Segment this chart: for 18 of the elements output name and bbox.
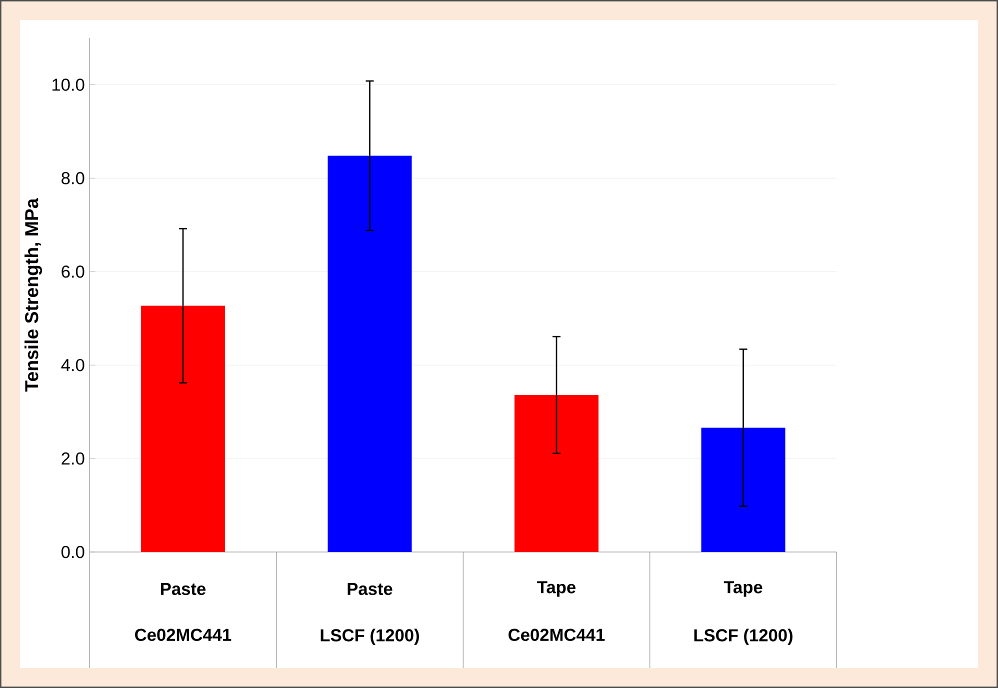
x-tick-label: Ce02MC441 [508,628,605,641]
x-tick-label: LSCF (1200) [694,628,792,645]
y-tick-label: 4.0 [61,358,84,372]
bar [328,156,412,552]
y-tick-label: 10.0 [52,78,84,91]
text: Tape [724,581,762,597]
y-tick-label: 2.0 [62,452,84,465]
y-tick-label: 6.0 [62,265,84,278]
y-tick-label: 8.0 [62,172,84,184]
y-axis-title: Tensile Strength, MPa [24,198,42,392]
text: Paste [348,582,392,596]
x-tick-label: LSCF (1200) [320,628,419,645]
y-tick-label: 0.0 [61,546,84,558]
x-tick-label: Ce02MC441 [135,628,232,641]
bar [514,394,599,552]
text: Paste [161,582,206,596]
bar [141,306,226,552]
text: Tape [537,581,576,597]
